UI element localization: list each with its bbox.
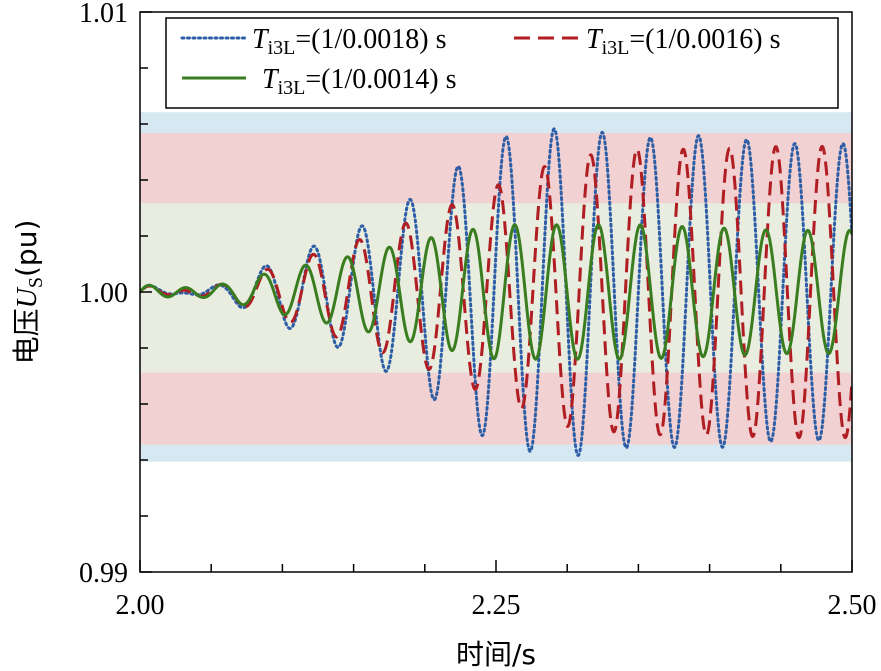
legend-rest-s1: =(1/0.0018) s	[295, 24, 446, 55]
legend-rest-s3: =(1/0.0014) s	[305, 64, 456, 95]
legend-box	[165, 17, 839, 109]
y-axis-title-prefix: 电压	[10, 308, 43, 364]
legend-rest-s2: =(1/0.0016) s	[629, 24, 780, 55]
x-tick-label: 2.25	[472, 590, 521, 621]
legend-sub-s3: i3L	[278, 77, 306, 99]
threshold-bands	[140, 112, 852, 462]
legend-label-s1: Ti3L=(1/0.0018) s	[252, 24, 446, 59]
y-axis-title-sub: S	[25, 277, 47, 288]
y-tick-label: 0.99	[79, 558, 128, 589]
legend-var-s2: T	[586, 24, 604, 55]
y-tick-label: 1.00	[79, 278, 128, 309]
x-axis-title: 时间/s	[456, 638, 536, 671]
y-axis-title: 电压US(pu)	[10, 220, 47, 365]
legend-var-s3: T	[262, 64, 280, 95]
legend: Ti3L=(1/0.0018) s Ti3L=(1/0.0016) s Ti3L…	[165, 17, 839, 109]
x-tick-label: 2.00	[116, 590, 165, 621]
y-tick-label: 1.01	[79, 0, 128, 29]
legend-var-s1: T	[252, 24, 270, 55]
legend-label-s2: Ti3L=(1/0.0016) s	[586, 24, 780, 59]
x-tick-label: 2.50	[828, 590, 877, 621]
series-group	[140, 127, 852, 457]
legend-sub-s2: i3L	[602, 37, 630, 59]
y-axis-title-var: U	[12, 286, 43, 308]
axis-ticks: 2.00 2.25 2.50 0.99 1.00 1.01	[79, 0, 877, 621]
y-axis-title-suffix: (pu)	[10, 220, 43, 277]
series-line-3	[140, 223, 852, 361]
legend-sub-s1: i3L	[268, 37, 296, 59]
legend-label-s3: Ti3L=(1/0.0014) s	[262, 64, 456, 99]
